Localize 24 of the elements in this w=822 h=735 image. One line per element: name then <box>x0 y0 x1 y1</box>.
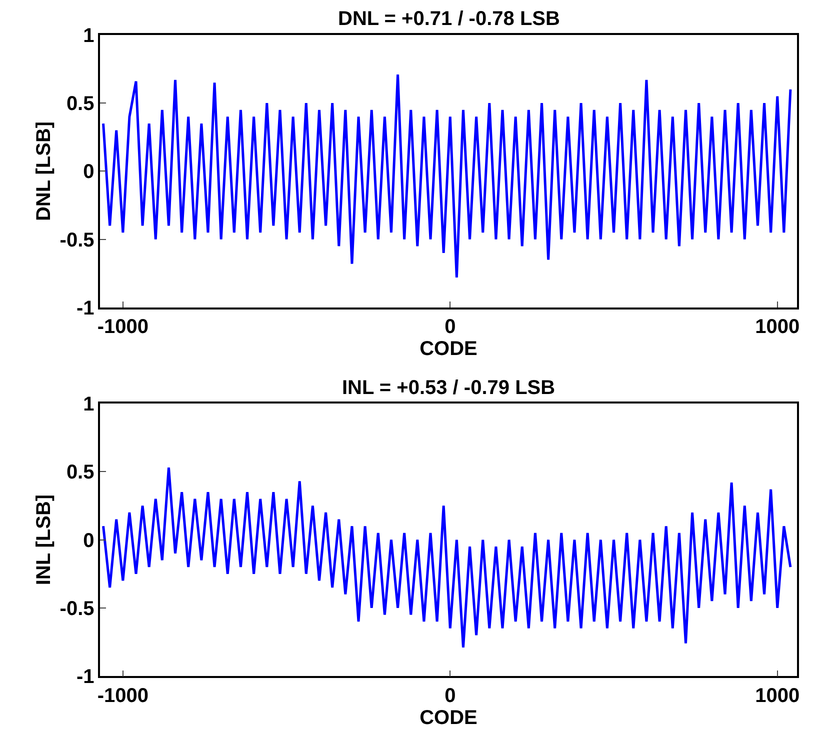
y-tick-label: 0 <box>83 530 94 552</box>
y-tick-label: -0.5 <box>60 229 94 252</box>
x-axis-title: CODE <box>420 338 478 360</box>
line-series <box>102 73 792 279</box>
x-tick-label: -1000 <box>97 316 148 338</box>
y-tick-label: 1 <box>83 25 94 47</box>
y-tick-label: -0.5 <box>60 598 94 620</box>
x-tick-label: -1000 <box>97 684 148 707</box>
x-tick-label: 1000 <box>755 316 800 338</box>
y-axis-title: DNL [LSB] <box>32 121 55 222</box>
x-tick-label: 1000 <box>755 684 800 707</box>
y-tick-label: 0 <box>83 161 94 184</box>
line-series <box>102 466 792 649</box>
chart-title: DNL = +0.71 / -0.78 LSB <box>338 8 560 30</box>
x-tick-label: 0 <box>444 684 456 707</box>
y-tick-label: 0.5 <box>66 93 94 116</box>
x-axis-title: CODE <box>420 706 478 729</box>
y-tick-label: -1 <box>76 297 94 320</box>
chart-title: INL = +0.53 / -0.79 LSB <box>342 377 556 399</box>
y-tick-label: 1 <box>83 394 94 416</box>
x-tick-label: 0 <box>444 316 456 338</box>
y-axis-title: INL [LSB] <box>32 494 55 586</box>
y-tick-label: 0.5 <box>66 462 94 484</box>
y-tick-label: -1 <box>76 666 94 688</box>
